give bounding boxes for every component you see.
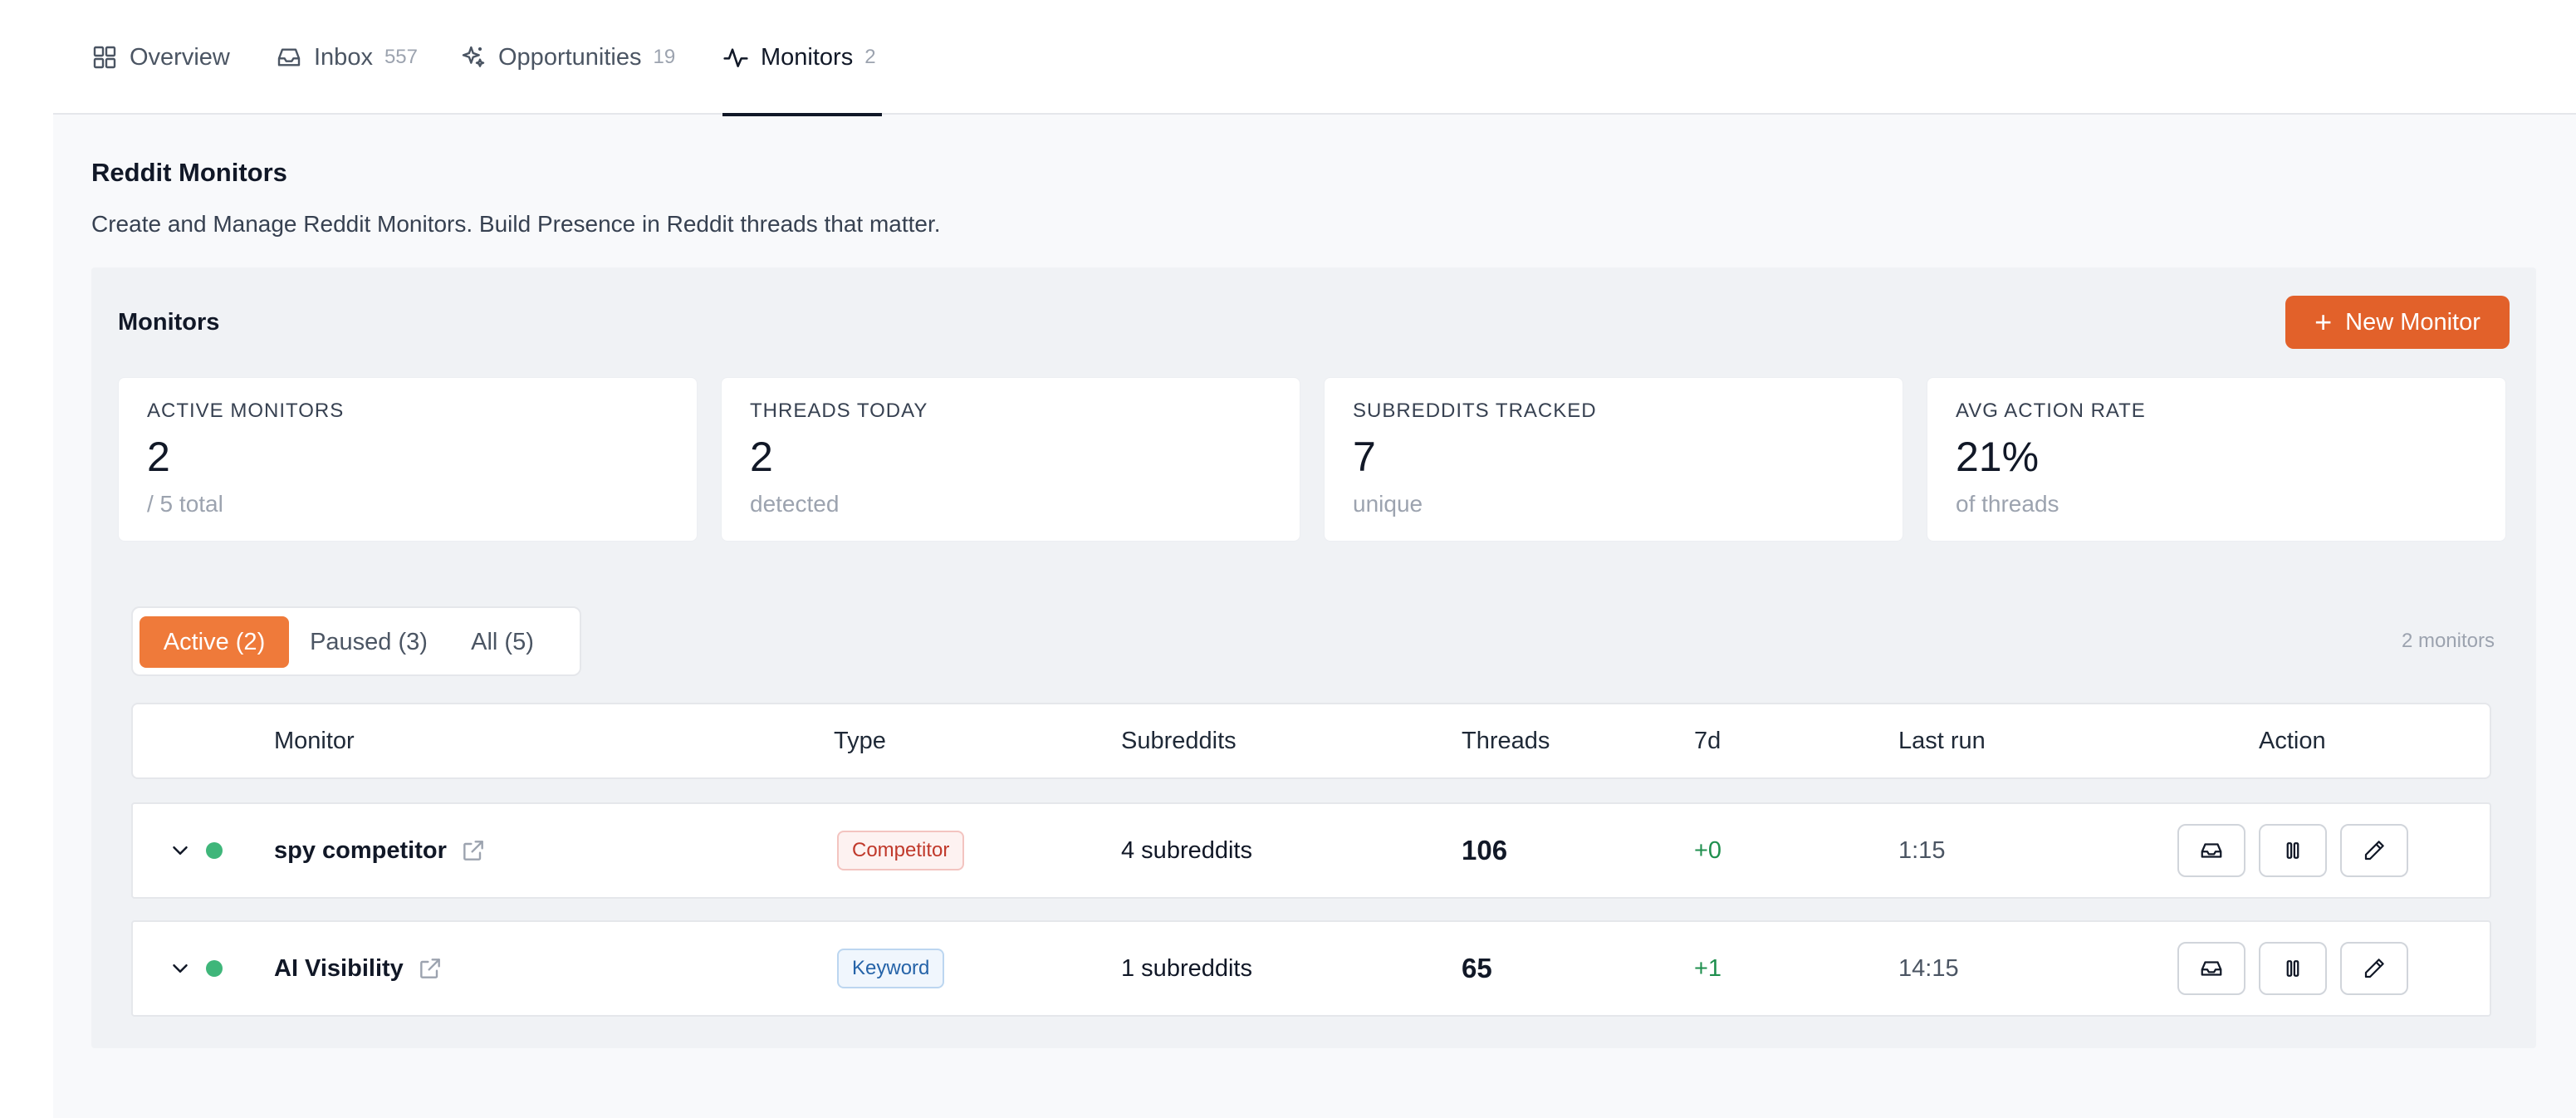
type-cell: Keyword (837, 922, 945, 1015)
column-header-monitor: Monitor (274, 727, 355, 754)
stat-card-threads-today: THREADS TODAY 2 detected (721, 377, 1300, 542)
column-header-subreddits: Subreddits (1121, 727, 1237, 754)
pause-button[interactable] (2259, 942, 2327, 995)
status-indicator (206, 804, 223, 897)
stat-label: ACTIVE MONITORS (147, 400, 345, 422)
page-subtitle: Create and Manage Reddit Monitors. Build… (91, 211, 941, 237)
delta-7d-cell: +1 (1694, 954, 1722, 982)
type-badge: Competitor (837, 831, 965, 870)
column-header-7d: 7d (1694, 727, 1721, 754)
subreddits-cell: 4 subreddits (1121, 836, 1252, 864)
monitor-name[interactable]: spy competitor (274, 836, 447, 864)
delta-7d-cell: +0 (1694, 836, 1722, 864)
tab-count: 2 (864, 46, 876, 68)
pencil-icon (2364, 841, 2384, 861)
plus-icon: + (2314, 305, 2333, 339)
chevron-down-icon (173, 846, 188, 855)
subreddits-cell: 1 subreddits (1121, 954, 1252, 982)
pause-icon (2286, 842, 2299, 859)
column-header-threads: Threads (1462, 727, 1550, 754)
column-header-action: Action (2259, 727, 2326, 754)
tab-opportunities[interactable]: Opportunities 19 (460, 0, 675, 115)
stat-sub: detected (750, 491, 840, 517)
monitor-name[interactable]: AI Visibility (274, 954, 404, 982)
filter-all[interactable]: All (5) (471, 628, 534, 655)
stat-sub: / 5 total (147, 491, 223, 517)
table-header: Monitor Type Subreddits Threads 7d Last … (131, 703, 2491, 779)
status-indicator (206, 922, 223, 1015)
expand-toggle[interactable] (168, 922, 193, 1015)
sparkle-icon (460, 44, 487, 71)
new-monitor-button[interactable]: + New Monitor (2285, 296, 2510, 349)
top-tab-bar: Overview Inbox 557 Opportunities 19 Moni… (53, 0, 2576, 116)
column-header-type: Type (834, 727, 886, 754)
tab-label: Monitors (761, 43, 854, 71)
stat-sub: of threads (1956, 491, 2059, 517)
inbox-button[interactable] (2177, 942, 2245, 995)
stat-card-subreddits-tracked: SUBREDDITS TRACKED 7 unique (1324, 377, 1903, 542)
monitor-count: 2 monitors (2401, 630, 2495, 652)
panel-title: Monitors (118, 309, 220, 336)
tab-label: Opportunities (498, 43, 642, 71)
inbox-icon (2201, 961, 2222, 976)
page-title: Reddit Monitors (91, 158, 287, 187)
new-monitor-label: New Monitor (2345, 308, 2481, 336)
inbox-button[interactable] (2177, 824, 2245, 877)
status-dot (206, 842, 223, 859)
pause-icon (2286, 960, 2299, 977)
inbox-icon (2201, 843, 2222, 858)
last-run-cell: 1:15 (1898, 836, 1946, 864)
column-header-last-run: Last run (1898, 727, 1986, 754)
external-link-icon[interactable] (417, 955, 443, 982)
edit-button[interactable] (2340, 942, 2408, 995)
threads-cell: 65 (1462, 953, 1492, 983)
tab-count: 557 (384, 46, 418, 68)
stat-value: 2 (750, 434, 773, 480)
monitor-name-cell: spy competitor (274, 804, 487, 897)
monitor-name-cell: AI Visibility (274, 922, 443, 1015)
tab-monitors[interactable]: Monitors 2 (722, 0, 882, 116)
grid-icon (91, 44, 118, 71)
stat-value: 21% (1956, 434, 2040, 480)
stat-label: THREADS TODAY (750, 400, 928, 422)
stat-label: AVG ACTION RATE (1956, 400, 2146, 422)
tab-inbox[interactable]: Inbox 557 (276, 0, 418, 115)
tab-count: 19 (653, 46, 676, 68)
table-row: AI Visibility Keyword 1 subreddits 65 +1… (131, 920, 2491, 1017)
stat-card-avg-action-rate: AVG ACTION RATE 21% of threads (1927, 377, 2506, 542)
app-shell: Overview Inbox 557 Opportunities 19 Moni… (53, 0, 2576, 1118)
pause-button[interactable] (2259, 824, 2327, 877)
tab-overview[interactable]: Overview (91, 0, 230, 115)
threads-cell: 106 (1462, 835, 1508, 865)
activity-icon (722, 44, 749, 71)
chevron-down-icon (173, 964, 188, 973)
stat-value: 2 (147, 434, 170, 480)
filter-active[interactable]: Active (2) (140, 616, 289, 668)
tab-label: Overview (130, 43, 230, 71)
stat-value: 7 (1353, 434, 1376, 480)
table-row: spy competitor Competitor 4 subreddits 1… (131, 802, 2491, 899)
expand-toggle[interactable] (168, 804, 193, 897)
status-dot (206, 960, 223, 977)
monitors-panel: Monitors + New Monitor ACTIVE MONITORS 2… (91, 267, 2536, 1048)
status-filter: Active (2) Paused (3) All (5) (131, 606, 581, 676)
tab-label: Inbox (314, 43, 373, 71)
stat-label: SUBREDDITS TRACKED (1353, 400, 1597, 422)
pencil-icon (2364, 959, 2384, 978)
last-run-cell: 14:15 (1898, 954, 1959, 982)
filter-paused[interactable]: Paused (3) (310, 628, 428, 655)
stat-card-active-monitors: ACTIVE MONITORS 2 / 5 total (118, 377, 698, 542)
type-badge: Keyword (837, 949, 945, 988)
inbox-icon (276, 44, 302, 71)
external-link-icon[interactable] (460, 837, 487, 864)
edit-button[interactable] (2340, 824, 2408, 877)
stat-sub: unique (1353, 491, 1423, 517)
type-cell: Competitor (837, 804, 965, 897)
